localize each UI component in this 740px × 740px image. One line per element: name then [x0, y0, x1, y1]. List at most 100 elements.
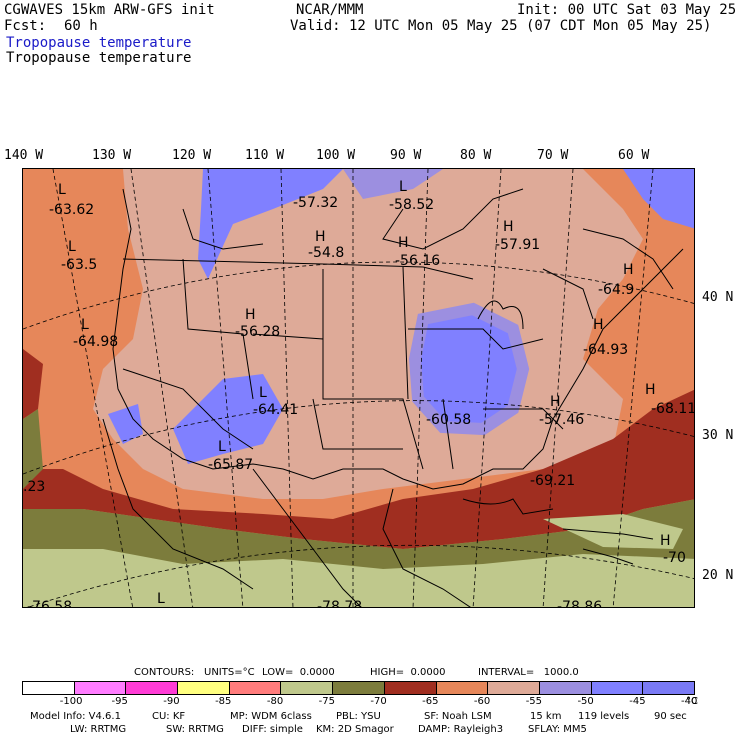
colorbar [22, 681, 695, 695]
fill-lavender-north [343, 169, 443, 199]
map-panel: L -63.62 L -63.5 L -64.98 -57.32 L -58.5… [22, 168, 695, 608]
colorbar-tick-label: -60 [473, 696, 491, 707]
colorbar-swatch [23, 682, 74, 694]
map-label-value: .23 [23, 479, 45, 495]
colorbar-unit: °C [686, 696, 698, 707]
lon-label: 100 W [316, 148, 356, 163]
center-name: NCAR/MMM [296, 2, 364, 18]
map-label-hl: H [645, 382, 656, 398]
map-label-hl: H [315, 229, 326, 245]
model-info-item: PBL: YSU [336, 711, 381, 722]
lon-label: 110 W [245, 148, 285, 163]
map-label-value: -69.21 [530, 473, 575, 489]
colorbar-ticks: -100 -95 -90 -85 -80 -75 -70 -65 -60 -55 -50 -45 -40… [22, 695, 698, 709]
colorbar-tick-label: -55 [525, 696, 543, 707]
fill-blue-baja [108, 404, 143, 444]
colorbar-swatch [435, 682, 488, 694]
colorbar-tick-label: -85 [215, 696, 232, 707]
map-label-hl: L [58, 182, 66, 198]
contours-interval: INTERVAL= 1000.0 [478, 667, 579, 678]
model-info-line2: LW: RRTMG SW: RRTMG DIFF: simple KM: 2D Sma… [70, 724, 710, 737]
map-label-hl: H [550, 394, 561, 410]
model-info-item: LW: RRTMG [70, 724, 127, 735]
colorbar-tick-label: -90 [163, 696, 180, 707]
forecast-label: Fcst: [4, 18, 47, 34]
colorbar-tick-label: -65 [422, 696, 439, 707]
lat-label: 30 N [702, 428, 734, 443]
init-time: Init: 00 UTC Sat 03 May 25 [517, 2, 737, 18]
colorbar-tick-label: -100 [59, 696, 83, 707]
map-label-value: -54.8 [308, 245, 344, 261]
model-info-item: 119 levels [578, 711, 630, 722]
model-info-item: CU: KF [152, 711, 186, 722]
fill-blue-ohio-valley [415, 309, 523, 429]
map-label-value: -63.62 [49, 202, 94, 218]
colorbar-swatch [73, 682, 126, 694]
colorbar-swatch [383, 682, 436, 694]
map-label-hl: L [81, 317, 89, 333]
colorbar-tick-label: -70 [370, 696, 387, 707]
map-label-hl: H [660, 533, 671, 549]
boundaries [102, 188, 684, 607]
forecast-hour: 60 h [64, 18, 98, 34]
fill-blue-northeast [623, 169, 694, 229]
map-label-hl: H [503, 219, 514, 235]
fill-lavender-ring [408, 302, 530, 436]
colorbar-swatch [590, 682, 643, 694]
model-info-item: MP: WDM 6class [230, 711, 312, 722]
colorbar-swatch [125, 682, 178, 694]
model-info-item: 90 sec [654, 711, 687, 722]
map-label-value: -58.52 [389, 197, 434, 213]
field-name-primary: Tropopause temperature [6, 35, 192, 51]
colorbar-swatch [487, 682, 539, 694]
pressure-labels: L -63.62 L -63.5 L -64.98 -57.32 L -58.5… [23, 179, 694, 608]
map-label-value: -78.86 [557, 599, 602, 608]
colorbar-swatch [538, 682, 591, 694]
model-info-item: KM: 2D Smagor [316, 724, 394, 735]
fill-red-west [23, 349, 43, 419]
lon-label: 90 W [390, 148, 422, 163]
tropopause-temperature-map: L -63.62 L -63.5 L -64.98 -57.32 L -58.5… [23, 169, 694, 608]
lon-label: 80 W [460, 148, 492, 163]
contours-high: HIGH= 0.0000 [370, 667, 446, 678]
map-label-hl: H [623, 262, 634, 278]
map-label-value: -78.78 [317, 599, 362, 608]
map-label-hl: H [593, 317, 604, 333]
fill-red-band [23, 389, 694, 549]
map-label-value: -64.98 [73, 334, 118, 350]
model-info-item: SFLAY: MM5 [528, 724, 587, 735]
contours-units: UNITS=°C [204, 667, 255, 678]
map-label-hl: H [398, 235, 409, 251]
model-info-item: SW: RRTMG [166, 724, 224, 735]
colorbar-tick-label: -95 [111, 696, 128, 707]
map-label-hl: L [218, 439, 226, 455]
colorbar-tick-label: -75 [318, 696, 335, 707]
contours-label: CONTOURS: [134, 667, 195, 678]
colorbar-tick-label: -45 [629, 696, 646, 707]
model-info-item: SF: Noah LSM [424, 711, 492, 722]
map-label-hl: H [245, 307, 256, 323]
projection-grid [23, 169, 694, 607]
map-label-value: -57.32 [293, 195, 338, 211]
colorbar-swatch [332, 682, 384, 694]
map-label-value: -64.93 [583, 342, 628, 358]
lon-label: 70 W [537, 148, 569, 163]
contours-low: LOW= 0.0000 [262, 667, 335, 678]
valid-time: Valid: 12 UTC Mon 05 May 25 (07 CDT Mon … [290, 18, 712, 34]
fill-olive-west [23, 409, 43, 489]
lon-label: 140 W [4, 148, 44, 163]
map-label-value: -60.58 [426, 412, 471, 428]
colorbar-tick-label: -80 [266, 696, 284, 707]
map-label-hl: L [157, 591, 165, 607]
fill-khaki-east [543, 514, 683, 549]
colorbar-swatch [177, 682, 229, 694]
model-title: CGWAVES 15km ARW-GFS init [4, 2, 215, 18]
colorbar-tick-label: -40 [681, 696, 698, 707]
model-info-item: DIFF: simple [242, 724, 303, 735]
map-label-value: -76.58 [27, 599, 72, 608]
map-label-hl: L [68, 239, 76, 255]
colorbar-swatch [642, 682, 694, 694]
map-label-value: -56.28 [235, 324, 280, 340]
model-info-line1: Model Info: V4.6.1 CU: KF MP: WDM 6class PB… [30, 711, 710, 724]
field-name-secondary: Tropopause temperature [6, 50, 192, 66]
